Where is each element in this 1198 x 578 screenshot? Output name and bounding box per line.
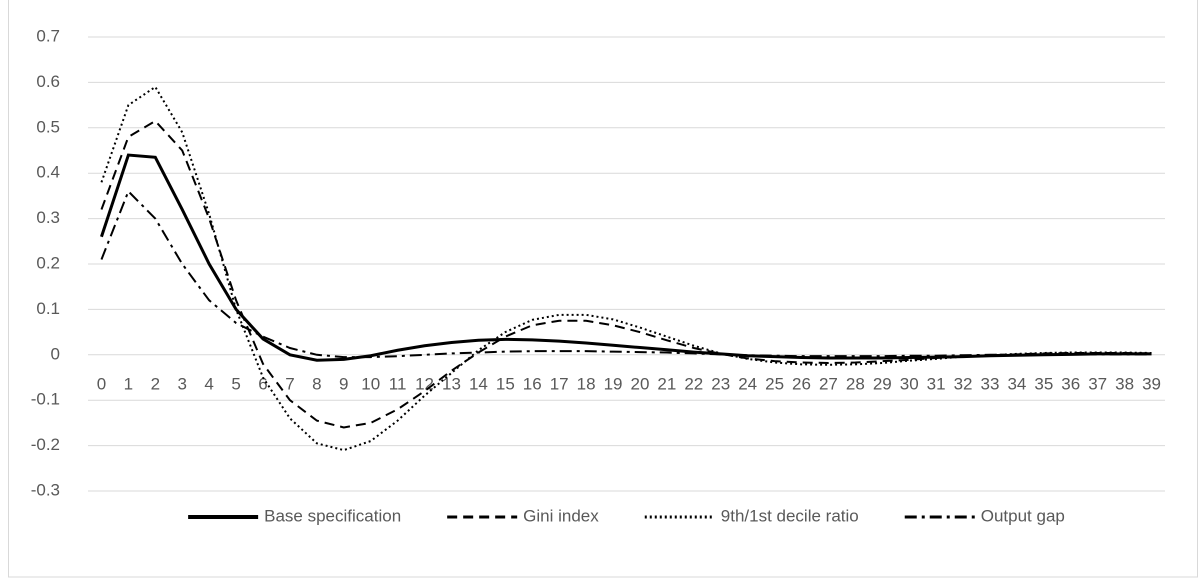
y-tick-label: -0.1 (31, 390, 60, 409)
x-tick-label: 39 (1142, 374, 1161, 393)
x-tick-label: 14 (469, 374, 488, 393)
x-tick-label: 7 (285, 374, 294, 393)
y-tick-label: 0 (51, 344, 60, 363)
x-tick-label: 21 (657, 374, 676, 393)
x-tick-label: 9 (339, 374, 348, 393)
x-tick-label: 27 (819, 374, 838, 393)
x-tick-label: 20 (631, 374, 650, 393)
x-tick-label: 38 (1115, 374, 1134, 393)
x-tick-label: 10 (361, 374, 380, 393)
x-tick-label: 28 (846, 374, 865, 393)
legend-label: Gini index (523, 506, 599, 525)
x-tick-label: 31 (927, 374, 946, 393)
x-tick-label: 1 (124, 374, 133, 393)
x-tick-label: 22 (684, 374, 703, 393)
series-line (100, 189, 1152, 359)
x-tick-label: 5 (231, 374, 240, 393)
series-line (100, 153, 1152, 362)
x-tick-label: 15 (496, 374, 515, 393)
x-tick-label: 4 (204, 374, 213, 393)
x-tick-label: 33 (981, 374, 1000, 393)
y-tick-label: 0.6 (36, 72, 60, 91)
x-tick-label: 23 (711, 374, 730, 393)
x-tick-label: 25 (765, 374, 784, 393)
x-tick-label: 32 (954, 374, 973, 393)
x-tick-label: 18 (577, 374, 596, 393)
chart-frame (8, 0, 1198, 578)
x-tick-label: 37 (1088, 374, 1107, 393)
y-tick-label: -0.3 (31, 480, 60, 499)
x-tick-label: 30 (900, 374, 919, 393)
x-tick-label: 6 (258, 374, 267, 393)
x-tick-label: 34 (1007, 374, 1026, 393)
y-tick-label: 0.3 (36, 208, 60, 227)
x-tick-label: 17 (550, 374, 569, 393)
y-tick-label: 0.7 (36, 26, 60, 45)
legend-label: 9th/1st decile ratio (721, 506, 859, 525)
legend-label: Base specification (264, 506, 401, 525)
x-tick-label: 11 (389, 374, 407, 393)
x-tick-label: 3 (178, 374, 187, 393)
x-tick-label: 19 (604, 374, 623, 393)
x-tick-label: 0 (97, 374, 106, 393)
x-tick-label: 36 (1061, 374, 1080, 393)
x-tick-label: 26 (792, 374, 811, 393)
x-tick-label: 2 (151, 374, 160, 393)
x-tick-label: 24 (738, 374, 757, 393)
x-tick-label: 16 (523, 374, 542, 393)
x-tick-label: 35 (1034, 374, 1053, 393)
y-tick-label: 0.2 (36, 253, 60, 272)
x-tick-label: 8 (312, 374, 321, 393)
y-tick-label: 0.1 (36, 299, 60, 318)
y-tick-label: 0.4 (36, 163, 60, 182)
series-line (100, 85, 1152, 452)
x-tick-label: 29 (873, 374, 892, 393)
y-tick-label: -0.2 (31, 435, 60, 454)
legend-label: Output gap (981, 506, 1065, 525)
x-tick-label: 13 (442, 374, 461, 393)
y-tick-label: 0.5 (36, 117, 60, 136)
